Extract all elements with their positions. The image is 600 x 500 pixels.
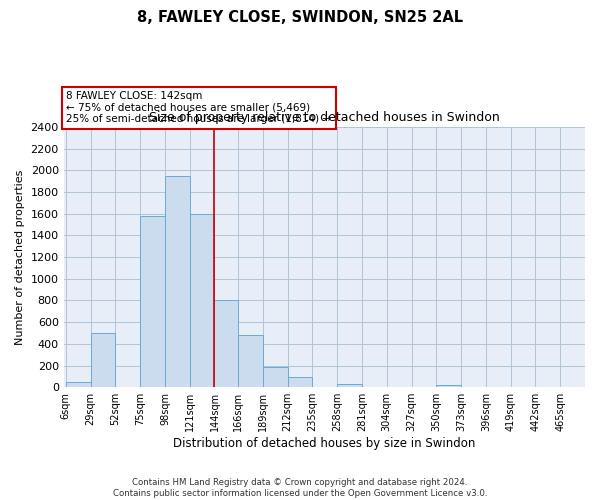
Text: Contains HM Land Registry data © Crown copyright and database right 2024.
Contai: Contains HM Land Registry data © Crown c…: [113, 478, 487, 498]
Bar: [66, 382, 91, 387]
Bar: [190, 214, 214, 387]
Bar: [263, 366, 288, 387]
Bar: [436, 385, 461, 387]
Text: 8 FAWLEY CLOSE: 142sqm
← 75% of detached houses are smaller (5,469)
25% of semi-: 8 FAWLEY CLOSE: 142sqm ← 75% of detached…: [66, 91, 331, 124]
Bar: [337, 384, 362, 387]
X-axis label: Distribution of detached houses by size in Swindon: Distribution of detached houses by size …: [173, 437, 476, 450]
Bar: [91, 333, 115, 387]
Bar: [288, 378, 313, 387]
Bar: [238, 335, 263, 387]
Text: 8, FAWLEY CLOSE, SWINDON, SN25 2AL: 8, FAWLEY CLOSE, SWINDON, SN25 2AL: [137, 10, 463, 25]
Bar: [140, 216, 165, 387]
Bar: [165, 176, 190, 387]
Title: Size of property relative to detached houses in Swindon: Size of property relative to detached ho…: [149, 112, 500, 124]
Bar: [214, 300, 238, 387]
Y-axis label: Number of detached properties: Number of detached properties: [15, 170, 25, 345]
